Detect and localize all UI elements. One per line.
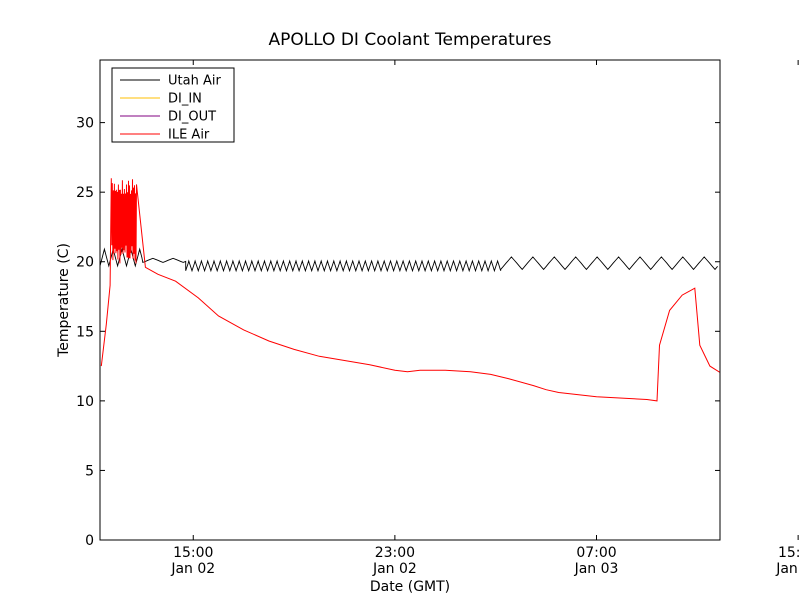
legend: Utah Air DI_IN DI_OUT ILE Air bbox=[111, 67, 235, 143]
x-tick-time: 15:00 bbox=[173, 545, 213, 561]
x-tick-date: Jan 02 bbox=[170, 561, 215, 577]
x-tick-time: 15:00 bbox=[778, 545, 800, 561]
legend-label: ILE Air bbox=[168, 128, 210, 143]
plot-series bbox=[100, 178, 720, 402]
series-line-utah-air bbox=[100, 247, 718, 273]
y-tick-label: 15 bbox=[76, 324, 94, 340]
y-tick-label: 0 bbox=[85, 533, 94, 549]
x-tick-date: Jan 03 bbox=[775, 561, 800, 577]
y-tick-label: 25 bbox=[76, 185, 94, 201]
y-tick-label: 30 bbox=[76, 116, 94, 132]
x-tick-date: Jan 03 bbox=[574, 561, 619, 577]
series-line-ile-air bbox=[100, 178, 720, 402]
x-axis-label: Date (GMT) bbox=[370, 579, 450, 595]
y-tick-label: 20 bbox=[76, 255, 94, 271]
chart-title: APOLLO DI Coolant Temperatures bbox=[268, 30, 551, 50]
y-axis-label: Temperature (C) bbox=[56, 243, 72, 358]
legend-label: Utah Air bbox=[168, 74, 221, 89]
legend-label: DI_OUT bbox=[168, 110, 216, 125]
x-tick-time: 23:00 bbox=[375, 545, 415, 561]
y-tick-label: 5 bbox=[85, 463, 94, 479]
y-axis: 0 5 10 15 20 25 30 bbox=[76, 116, 720, 549]
legend-label: DI_IN bbox=[168, 92, 202, 107]
x-tick-date: Jan 02 bbox=[372, 561, 417, 577]
plot-frame bbox=[99, 59, 721, 541]
y-tick-label: 10 bbox=[76, 394, 94, 410]
x-tick-time: 07:00 bbox=[576, 545, 616, 561]
